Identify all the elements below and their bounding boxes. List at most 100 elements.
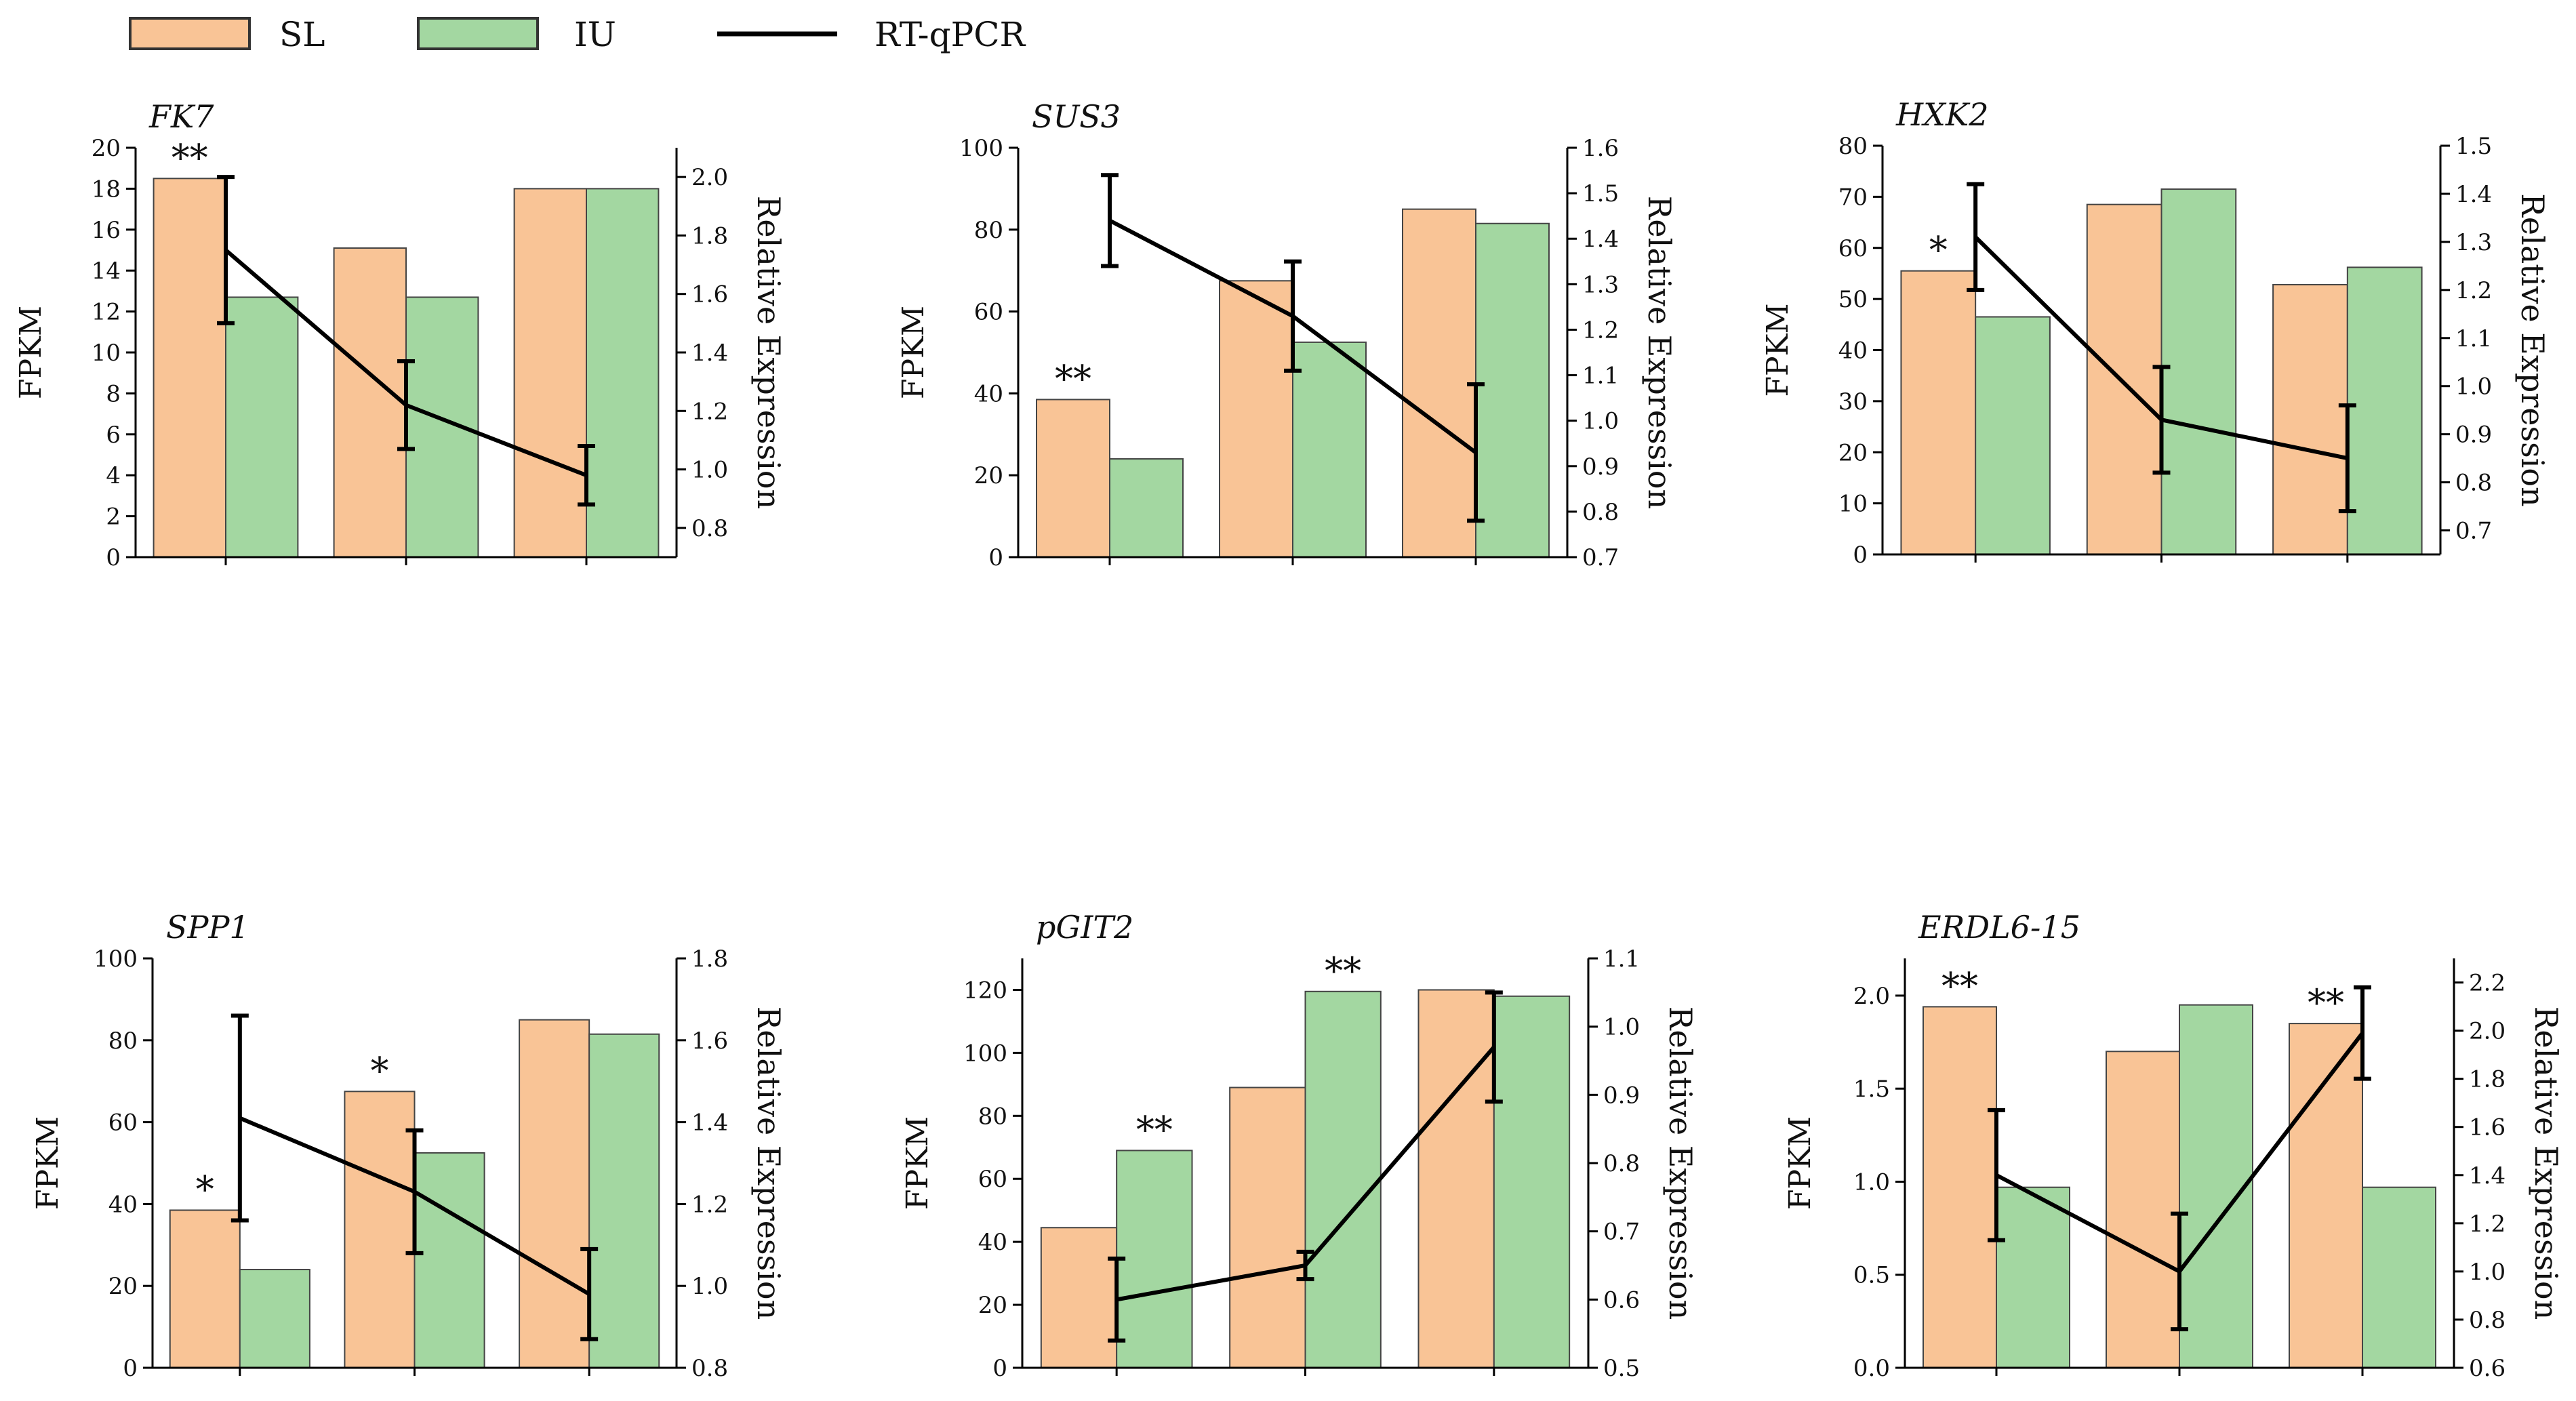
significance-mark: ** <box>1325 950 1361 992</box>
y-tick-label: 40 <box>108 1191 138 1218</box>
y2-tick-label: 1.2 <box>691 1191 728 1218</box>
bar-sl <box>169 1209 241 1368</box>
bar-iu <box>414 1152 485 1369</box>
y2-tick-label: 1.1 <box>1603 946 1640 973</box>
y2-tick-label: 0.9 <box>1582 453 1619 481</box>
y2-tick-label: 0.5 <box>1603 1355 1640 1382</box>
y2-tick-label: 1.6 <box>2469 1114 2505 1141</box>
y-tick-label: 40 <box>978 1229 1007 1256</box>
y-axis-label: FPKM <box>14 306 48 399</box>
chart-spp1: 0 20 40 60 80 100 0.8 1.0 1.2 1.4 1.6 1.8 FPKM Relati… <box>31 909 787 1382</box>
y-tick-label: 70 <box>1838 184 1868 211</box>
y-tick-label: 60 <box>974 299 1003 326</box>
y2-tick-label: 1.2 <box>691 398 728 425</box>
y2-tick-label: 0.8 <box>1603 1150 1640 1177</box>
legend-swatch-iu <box>417 17 539 50</box>
y2-tick-label: 1.6 <box>691 1028 728 1055</box>
y-tick-label: 20 <box>108 1273 138 1300</box>
y-tick-label: 0 <box>988 544 1003 571</box>
y2-tick-label: 0.8 <box>2455 470 2492 497</box>
y-axis-label: FPKM <box>900 1116 935 1210</box>
chart-sus3: 0 20 40 60 80 100 0.7 0.8 0.9 1.0 1.1 1.2 1.3 1.4 1.5 1… <box>896 98 1678 571</box>
y2-tick-label: 1.0 <box>1582 408 1619 435</box>
y-tick-label: 100 <box>959 135 1003 162</box>
y-tick-label: 120 <box>963 977 1007 1004</box>
legend-label-iu: IU <box>574 15 616 54</box>
legend: SL IU RT-qPCR <box>129 15 1026 54</box>
y2-axis-label: Relative Expression <box>2514 193 2551 506</box>
legend-label-sl: SL <box>279 15 325 54</box>
legend-swatch-sl <box>129 17 251 50</box>
y2-tick-label: 1.2 <box>2469 1211 2505 1238</box>
y-tick-label: 80 <box>1838 133 1868 160</box>
bar-sl <box>333 247 407 558</box>
bar-iu <box>1475 222 1550 558</box>
bar-iu <box>2362 1186 2436 1368</box>
y-axis-label: FPKM <box>1760 303 1795 397</box>
bar-sl <box>2272 284 2348 555</box>
chart-title: ERDL6-15 <box>1918 909 2080 946</box>
y2-tick-label: 2.2 <box>2469 970 2505 997</box>
y2-tick-label: 1.4 <box>1582 226 1619 253</box>
bar-sl <box>513 188 587 558</box>
y-tick-label: 80 <box>974 217 1003 244</box>
y-tick-label: 100 <box>963 1040 1007 1067</box>
y-tick-label: 0 <box>123 1355 138 1382</box>
bar-sl <box>153 178 227 558</box>
bar-sl <box>1036 399 1110 559</box>
y2-tick-label: 1.8 <box>2469 1066 2505 1093</box>
y-tick-label: 20 <box>978 1292 1007 1319</box>
y2-tick-label: 1.0 <box>1603 1014 1640 1041</box>
bar-iu <box>1109 458 1184 558</box>
bar-sl <box>2106 1051 2180 1368</box>
y2-tick-label: 0.7 <box>2455 518 2492 545</box>
y-tick-label: 20 <box>974 462 1003 489</box>
chart-pgit2: 0 20 40 60 80 100 120 0.5 0.6 0.7 0.8 0.9 1.0 1.1 FPKM… <box>900 909 1699 1382</box>
y-tick-label: 50 <box>1838 286 1868 313</box>
y-tick-label: 60 <box>108 1110 138 1137</box>
chart-title: pGIT2 <box>1036 909 1133 946</box>
y-tick-label: 0 <box>992 1355 1007 1382</box>
y-axis-label: FPKM <box>896 306 931 399</box>
y-tick-label: 14 <box>92 258 121 285</box>
bar-sl <box>1402 208 1476 559</box>
y-tick-label: 30 <box>1838 388 1868 415</box>
y2-tick-label: 1.8 <box>691 946 728 973</box>
y2-tick-label: 1.6 <box>691 281 728 308</box>
y-tick-label: 4 <box>106 462 121 489</box>
bar-sl <box>1900 270 1977 555</box>
y-tick-label: 2 <box>106 504 121 531</box>
y-tick-label: 2.0 <box>1853 983 1890 1010</box>
y2-tick-label: 0.6 <box>2469 1355 2505 1382</box>
charts-container: 0 2 4 6 8 10 12 14 16 18 20 0.8 1.0 1.2 1.4 1.6 1.8 2.0 FP… <box>14 96 2564 1382</box>
y-axis-label: FPKM <box>31 1116 65 1210</box>
significance-mark: ** <box>1136 1108 1173 1151</box>
y-tick-label: 12 <box>92 299 121 326</box>
y-tick-label: 40 <box>974 380 1003 407</box>
y-tick-label: 80 <box>978 1103 1007 1130</box>
y2-axis-label: Relative Expression <box>750 196 787 509</box>
y2-tick-label: 1.1 <box>1582 363 1619 390</box>
bar-sl <box>1923 1006 1997 1368</box>
significance-mark: * <box>370 1049 388 1092</box>
significance-mark: ** <box>1055 357 1091 400</box>
y-tick-label: 0.0 <box>1853 1355 1890 1382</box>
bar-iu <box>588 1033 660 1368</box>
y-tick-label: 10 <box>1838 491 1868 518</box>
y2-tick-label: 1.1 <box>2455 325 2492 352</box>
y2-axis-label: Relative Expression <box>750 1007 787 1320</box>
significance-mark: * <box>1929 229 1948 272</box>
y2-tick-label: 1.0 <box>691 457 728 484</box>
y-tick-label: 20 <box>92 135 121 162</box>
y-tick-label: 18 <box>92 176 121 203</box>
y-tick-label: 60 <box>978 1166 1007 1193</box>
y2-tick-label: 1.0 <box>2455 373 2492 401</box>
y2-tick-label: 1.0 <box>691 1273 728 1300</box>
chart-title: FK7 <box>148 98 214 135</box>
significance-mark: ** <box>2308 981 2344 1024</box>
bar-iu <box>1304 990 1382 1369</box>
bar-sl <box>2086 203 2162 555</box>
y-tick-label: 0.5 <box>1853 1262 1890 1289</box>
y2-axis-label: Relative Expression <box>2528 1007 2564 1320</box>
